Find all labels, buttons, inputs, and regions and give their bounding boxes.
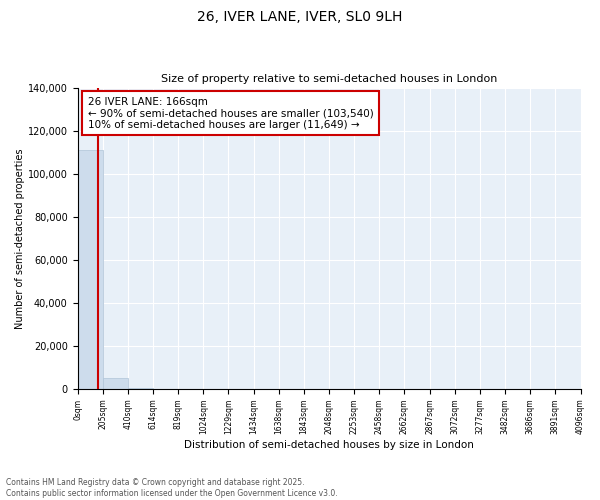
Title: Size of property relative to semi-detached houses in London: Size of property relative to semi-detach… bbox=[161, 74, 497, 84]
Text: 26 IVER LANE: 166sqm
← 90% of semi-detached houses are smaller (103,540)
10% of : 26 IVER LANE: 166sqm ← 90% of semi-detac… bbox=[88, 96, 373, 130]
Bar bbox=[103, 378, 128, 389]
Bar bbox=[77, 150, 103, 389]
Bar bbox=[128, 388, 153, 389]
Y-axis label: Number of semi-detached properties: Number of semi-detached properties bbox=[15, 148, 25, 328]
X-axis label: Distribution of semi-detached houses by size in London: Distribution of semi-detached houses by … bbox=[184, 440, 474, 450]
Text: Contains HM Land Registry data © Crown copyright and database right 2025.
Contai: Contains HM Land Registry data © Crown c… bbox=[6, 478, 338, 498]
Text: 26, IVER LANE, IVER, SL0 9LH: 26, IVER LANE, IVER, SL0 9LH bbox=[197, 10, 403, 24]
